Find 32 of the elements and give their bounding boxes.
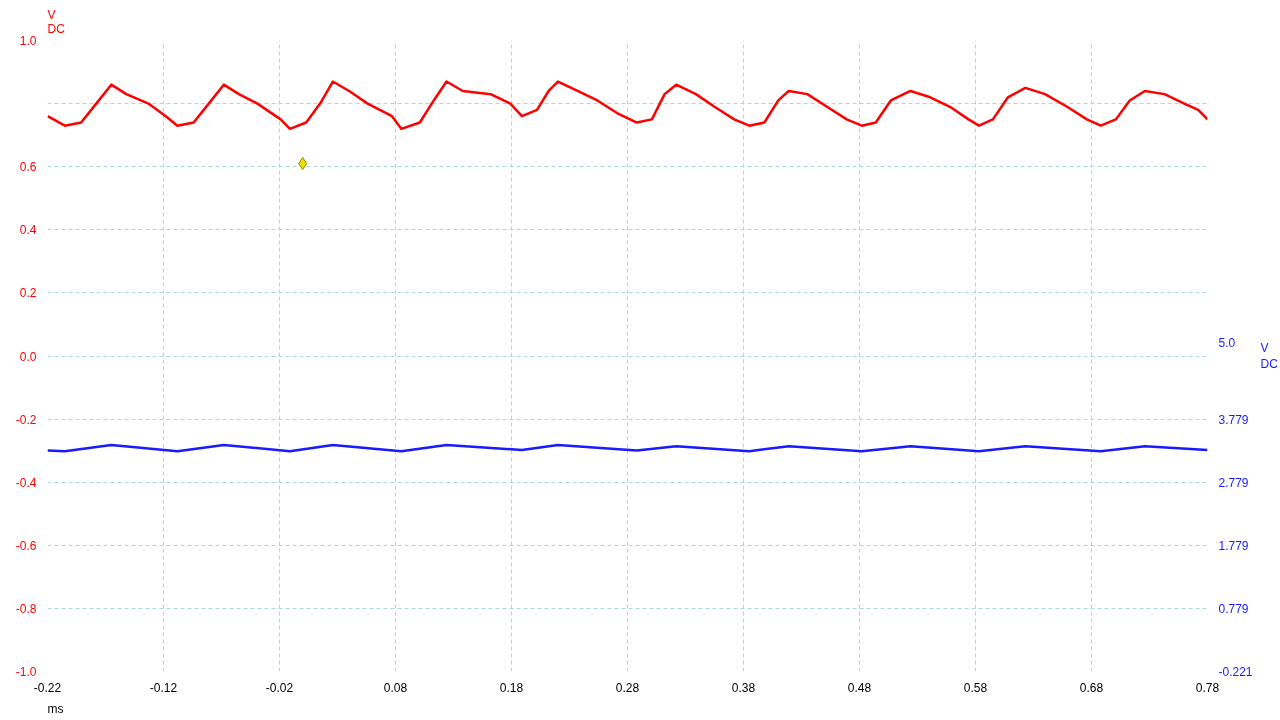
y-tick-label: -0.6 [15,538,37,553]
line-series [47,80,1208,131]
y2-tick-label: 1.779 [1218,538,1249,553]
y-tick-label: 0.0 [19,349,37,364]
x-tick-label: 0.58 [963,680,988,695]
x-tick-label: 0.68 [1079,680,1104,695]
y-tick-label: -0.4 [15,475,37,490]
y2-tick-label: 2.779 [1218,475,1249,490]
y-tick-label: 0.2 [19,286,37,301]
y-tick-label: -0.2 [15,412,37,427]
y2-tick-label: 3.779 [1218,412,1249,427]
y-tick-label: -0.8 [15,601,37,616]
y2-tick-label: 0.779 [1218,601,1249,616]
y-tick-label: 0.4 [19,223,37,238]
y-axis-title: V DC [47,7,66,36]
y-tick-label: 0.6 [19,160,37,175]
x-tick-label: -0.12 [149,680,178,695]
x-tick-label: -0.02 [265,680,294,695]
x-tick-label: 0.28 [615,680,640,695]
y2-tick-label: 5.0 [1218,335,1236,350]
y-tick-label: 1.0 [19,34,37,48]
y-tick-label: -1.0 [15,665,37,679]
y2-axis-title: V DC [1260,340,1279,372]
x-tick-label: -0.22 [33,680,62,695]
x-tick-label: 0.78 [1195,680,1220,695]
x-tick-label: 0.18 [499,680,524,695]
x-tick-label: 0.48 [847,680,872,695]
line-series [47,443,1208,453]
x-tick-label: 0.38 [731,680,756,695]
y2-tick-label: -0.221 [1218,665,1253,679]
x-axis-title: ms [47,701,64,716]
x-tick-label: 0.08 [383,680,408,695]
